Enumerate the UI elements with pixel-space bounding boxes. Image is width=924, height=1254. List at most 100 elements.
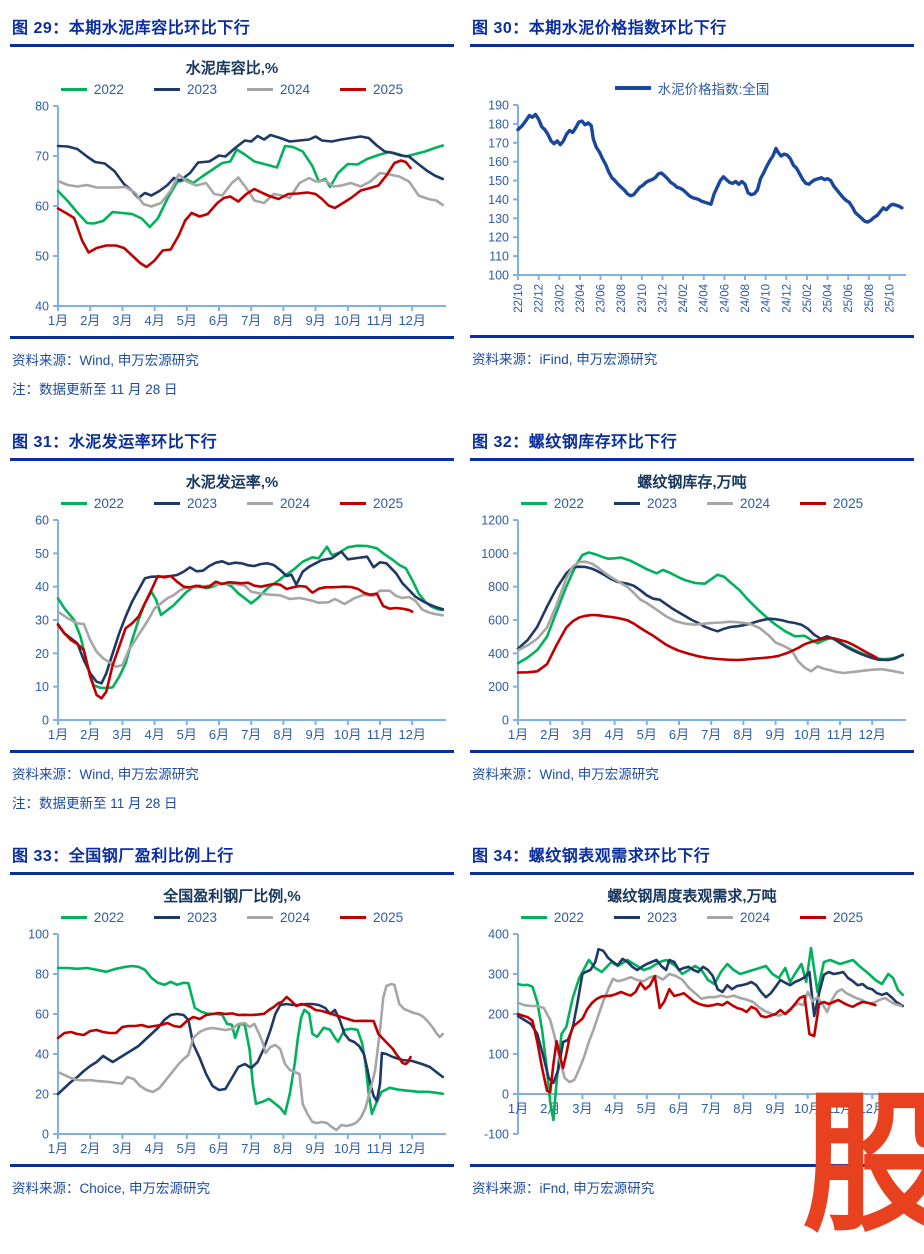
chart-title: 全国盈利钢厂比例,% — [163, 888, 301, 905]
svg-text:4月: 4月 — [604, 1101, 624, 1116]
legend-swatch-icon — [707, 915, 733, 919]
legend-swatch-icon — [153, 501, 180, 505]
svg-text:12月: 12月 — [398, 313, 425, 328]
svg-text:0: 0 — [502, 1088, 509, 1102]
legend-item: 2025 — [340, 82, 403, 97]
svg-text:2月: 2月 — [80, 313, 100, 328]
svg-text:6月: 6月 — [209, 1141, 229, 1156]
svg-text:24/10: 24/10 — [761, 284, 773, 313]
legend-swatch-icon — [340, 87, 367, 91]
legend-item: 水泥价格指数:全国 — [614, 78, 770, 98]
legend-item: 2024 — [247, 910, 310, 925]
legend-label: 2022 — [93, 81, 124, 97]
svg-text:3月: 3月 — [572, 1101, 592, 1116]
svg-text:1月: 1月 — [508, 727, 528, 742]
update-note: 注：数据更新至 11 月 28 日 — [12, 796, 178, 811]
legend-item: 2025 — [800, 910, 863, 925]
legend-item: 2025 — [340, 496, 403, 511]
legend-label: 2024 — [280, 81, 311, 97]
legend-label: 水泥价格指数:全国 — [657, 82, 770, 97]
svg-text:60: 60 — [35, 200, 49, 214]
legend-swatch-icon — [247, 87, 273, 91]
svg-text:10月: 10月 — [794, 1101, 821, 1116]
svg-text:600: 600 — [488, 614, 509, 628]
figure-bottom-rule — [10, 336, 454, 339]
figure-33-caption: 图 33：全国钢厂盈利比例上行 — [10, 840, 454, 875]
svg-text:40: 40 — [35, 1048, 49, 1062]
svg-text:110: 110 — [489, 250, 509, 264]
svg-text:40: 40 — [35, 580, 49, 594]
legend-label: 2024 — [740, 495, 771, 511]
svg-text:40: 40 — [35, 300, 49, 314]
svg-text:5月: 5月 — [177, 1141, 197, 1156]
svg-text:24/08: 24/08 — [740, 284, 752, 313]
legend-label: 2025 — [373, 495, 404, 511]
figure-29: 图 29：本期水泥库容比环比下行 水泥库容比,% 2022 2023 2024 … — [10, 12, 454, 426]
svg-text:-100: -100 — [484, 1128, 509, 1142]
figure-34: 图 34：螺纹钢表观需求环比下行 螺纹钢周度表观需求,万吨 2022 2023 … — [470, 840, 914, 1254]
svg-text:9月: 9月 — [765, 727, 785, 742]
chart-legend: 2022 2023 2024 2025 — [10, 78, 454, 100]
legend-label: 2022 — [93, 909, 124, 925]
svg-text:8月: 8月 — [733, 1101, 753, 1116]
svg-text:7月: 7月 — [701, 1101, 721, 1116]
svg-text:120: 120 — [488, 231, 509, 245]
figure-30-caption: 图 30：本期水泥价格指数环比下行 — [470, 12, 914, 47]
legend-item: 2024 — [247, 496, 310, 511]
svg-text:80: 80 — [35, 100, 49, 114]
legend-swatch-icon — [520, 915, 547, 919]
svg-text:6月: 6月 — [669, 1101, 689, 1116]
svg-text:11月: 11月 — [827, 727, 854, 742]
legend-item: 2022 — [520, 909, 584, 925]
svg-text:25/08: 25/08 — [864, 284, 876, 313]
figure-bottom-rule — [10, 1164, 454, 1167]
svg-text:50: 50 — [35, 250, 49, 264]
svg-text:0: 0 — [502, 714, 509, 728]
svg-text:170: 170 — [488, 136, 509, 150]
svg-text:4月: 4月 — [144, 313, 164, 328]
svg-text:2月: 2月 — [80, 727, 100, 742]
svg-text:2月: 2月 — [540, 727, 560, 742]
svg-text:5月: 5月 — [177, 727, 197, 742]
legend-item: 2022 — [60, 909, 124, 925]
legend-swatch-icon — [613, 915, 640, 919]
svg-text:3月: 3月 — [572, 727, 592, 742]
svg-text:25/06: 25/06 — [843, 284, 855, 313]
legend-swatch-icon — [60, 501, 87, 505]
svg-text:23/02: 23/02 — [554, 284, 566, 313]
svg-text:1000: 1000 — [481, 547, 509, 561]
legend-swatch-icon — [340, 501, 367, 505]
svg-text:30: 30 — [35, 614, 49, 628]
svg-text:160: 160 — [488, 155, 509, 169]
svg-text:800: 800 — [488, 580, 509, 594]
legend-item: 2025 — [800, 496, 863, 511]
svg-text:100: 100 — [488, 1048, 509, 1062]
legend-swatch-icon — [60, 915, 87, 919]
svg-text:9月: 9月 — [305, 313, 325, 328]
svg-text:60: 60 — [35, 1008, 49, 1022]
update-note: 注：数据更新至 11 月 28 日 — [12, 382, 178, 397]
legend-label: 2023 — [186, 81, 217, 97]
line-chart: 0 10 20 30 40 50 60 1月 2月 3月 4月 5月 6月 7月 8月 9月 10月 11月 12月 — [35, 514, 446, 742]
legend-item: 2023 — [613, 496, 677, 511]
svg-text:10月: 10月 — [334, 727, 361, 742]
svg-text:25/10: 25/10 — [885, 284, 897, 313]
svg-text:20: 20 — [35, 647, 49, 661]
legend-label: 2022 — [553, 909, 584, 925]
legend-swatch-icon — [613, 501, 640, 505]
svg-text:11月: 11月 — [367, 1141, 394, 1156]
chart-title — [470, 57, 914, 77]
legend-item: 2023 — [153, 81, 217, 97]
svg-text:5月: 5月 — [177, 313, 197, 328]
legend-swatch-icon — [247, 501, 273, 505]
chart-legend: 2022 2023 2024 2025 — [470, 492, 914, 514]
svg-text:8月: 8月 — [273, 313, 293, 328]
svg-text:24/02: 24/02 — [678, 284, 690, 313]
update-note — [12, 1206, 454, 1223]
svg-text:22/10: 22/10 — [513, 284, 525, 313]
legend-label: 2023 — [186, 495, 217, 511]
svg-text:8月: 8月 — [733, 727, 753, 742]
legend-swatch-icon — [707, 501, 733, 505]
legend-item: 2025 — [340, 910, 403, 925]
svg-text:60: 60 — [35, 514, 49, 528]
